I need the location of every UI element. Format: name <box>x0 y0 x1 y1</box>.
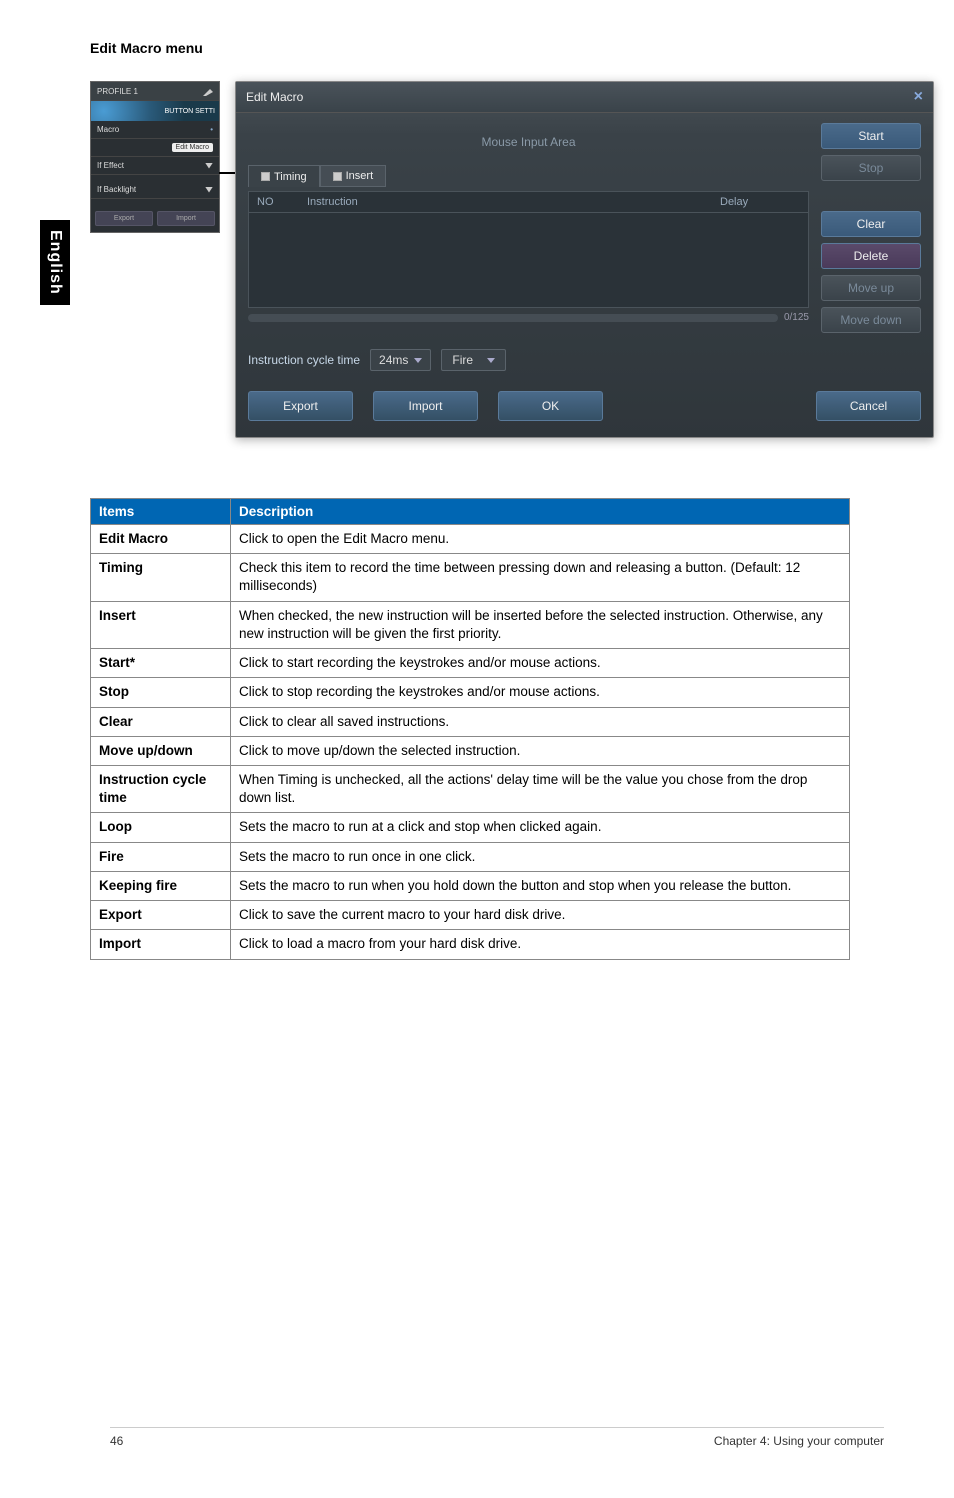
effect-label: If Effect <box>97 161 124 170</box>
start-button[interactable]: Start <box>821 123 921 149</box>
mini-import-button[interactable]: Import <box>157 211 215 226</box>
header-description: Description <box>231 499 850 525</box>
cycle-time-select[interactable]: 24ms <box>370 349 431 371</box>
fan-label: BUTTON SETTI <box>165 108 215 115</box>
table-row: Start*Click to start recording the keyst… <box>91 649 850 678</box>
table-row: ClearClick to clear all saved instructio… <box>91 707 850 736</box>
close-icon[interactable]: × <box>914 88 923 106</box>
table-row: Edit MacroClick to open the Edit Macro m… <box>91 525 850 554</box>
item-cell: Loop <box>91 813 231 842</box>
mode-value: Fire <box>452 353 473 367</box>
move-up-button[interactable]: Move up <box>821 275 921 301</box>
ok-button[interactable]: OK <box>498 391 603 421</box>
desc-cell: Check this item to record the time betwe… <box>231 554 850 601</box>
col-instruction: Instruction <box>307 196 720 208</box>
item-cell: Stop <box>91 678 231 707</box>
item-cell: Keeping fire <box>91 871 231 900</box>
fire-mode-select[interactable]: Fire <box>441 349 506 371</box>
header-items: Items <box>91 499 231 525</box>
table-row: Keeping fireSets the macro to run when y… <box>91 871 850 900</box>
chevron-down-icon <box>414 358 422 363</box>
item-cell: Edit Macro <box>91 525 231 554</box>
desc-cell: Click to move up/down the selected instr… <box>231 736 850 765</box>
window-title: Edit Macro <box>246 90 303 104</box>
instruction-list[interactable] <box>248 213 809 308</box>
edit-macro-window: Edit Macro × Mouse Input Area Timing <box>235 81 934 438</box>
tab-insert[interactable]: Insert <box>320 165 387 187</box>
item-cell: Timing <box>91 554 231 601</box>
cancel-button[interactable]: Cancel <box>816 391 921 421</box>
desc-cell: Click to load a macro from your hard dis… <box>231 930 850 959</box>
tab-insert-label: Insert <box>346 170 374 182</box>
table-row: InsertWhen checked, the new instruction … <box>91 601 850 648</box>
chapter-label: Chapter 4: Using your computer <box>714 1434 884 1448</box>
scrollbar[interactable] <box>248 314 778 322</box>
clear-button[interactable]: Clear <box>821 211 921 237</box>
table-row: FireSets the macro to run once in one cl… <box>91 842 850 871</box>
profile-label: PROFILE 1 <box>97 87 138 96</box>
chevron-down-icon[interactable] <box>205 187 213 193</box>
import-button[interactable]: Import <box>373 391 478 421</box>
table-row: ExportClick to save the current macro to… <box>91 901 850 930</box>
tab-timing[interactable]: Timing <box>248 165 320 187</box>
section-title: Edit Macro menu <box>90 40 934 56</box>
instruction-counter: 0/125 <box>784 312 809 323</box>
backlight-label: If Backlight <box>97 185 136 194</box>
desc-cell: Click to stop recording the keystrokes a… <box>231 678 850 707</box>
item-cell: Instruction cycle time <box>91 765 231 812</box>
export-button[interactable]: Export <box>248 391 353 421</box>
mini-profile-panel: PROFILE 1 BUTTON SETTI Macro • Edit Macr… <box>90 81 220 233</box>
page-number: 46 <box>110 1434 123 1448</box>
timing-checkbox[interactable] <box>261 172 270 181</box>
table-row: Instruction cycle timeWhen Timing is unc… <box>91 765 850 812</box>
item-cell: Import <box>91 930 231 959</box>
table-row: LoopSets the macro to run at a click and… <box>91 813 850 842</box>
button-settings-fan[interactable]: BUTTON SETTI <box>91 101 219 121</box>
table-row: ImportClick to load a macro from your ha… <box>91 930 850 959</box>
tab-timing-label: Timing <box>274 171 307 183</box>
col-no: NO <box>257 196 307 208</box>
tab-row: Timing Insert <box>248 165 809 187</box>
item-cell: Insert <box>91 601 231 648</box>
desc-cell: Sets the macro to run when you hold down… <box>231 871 850 900</box>
chevron-down-icon <box>487 358 495 363</box>
instruction-header: NO Instruction Delay <box>248 191 809 213</box>
language-tab: English <box>40 220 70 305</box>
macro-label: Macro <box>97 125 119 134</box>
item-cell: Fire <box>91 842 231 871</box>
item-cell: Clear <box>91 707 231 736</box>
table-row: TimingCheck this item to record the time… <box>91 554 850 601</box>
move-down-button[interactable]: Move down <box>821 307 921 333</box>
desc-cell: When Timing is unchecked, all the action… <box>231 765 850 812</box>
pencil-icon[interactable] <box>203 86 213 96</box>
edit-macro-mini-button[interactable]: Edit Macro <box>172 143 213 152</box>
item-cell: Move up/down <box>91 736 231 765</box>
item-cell: Start* <box>91 649 231 678</box>
chevron-down-icon[interactable] <box>205 163 213 169</box>
desc-cell: Sets the macro to run at a click and sto… <box>231 813 850 842</box>
insert-checkbox[interactable] <box>333 172 342 181</box>
cycle-value: 24ms <box>379 353 408 367</box>
description-table: Items Description Edit MacroClick to ope… <box>90 498 850 960</box>
desc-cell: Sets the macro to run once in one click. <box>231 842 850 871</box>
desc-cell: Click to clear all saved instructions. <box>231 707 850 736</box>
desc-cell: When checked, the new instruction will b… <box>231 601 850 648</box>
table-row: Move up/downClick to move up/down the se… <box>91 736 850 765</box>
col-delay: Delay <box>720 196 800 208</box>
desc-cell: Click to open the Edit Macro menu. <box>231 525 850 554</box>
table-row: StopClick to stop recording the keystrok… <box>91 678 850 707</box>
cycle-time-label: Instruction cycle time <box>248 353 360 367</box>
item-cell: Export <box>91 901 231 930</box>
delete-button[interactable]: Delete <box>821 243 921 269</box>
mini-export-button[interactable]: Export <box>95 211 153 226</box>
mouse-input-area[interactable]: Mouse Input Area <box>248 123 809 165</box>
desc-cell: Click to start recording the keystrokes … <box>231 649 850 678</box>
desc-cell: Click to save the current macro to your … <box>231 901 850 930</box>
stop-button[interactable]: Stop <box>821 155 921 181</box>
